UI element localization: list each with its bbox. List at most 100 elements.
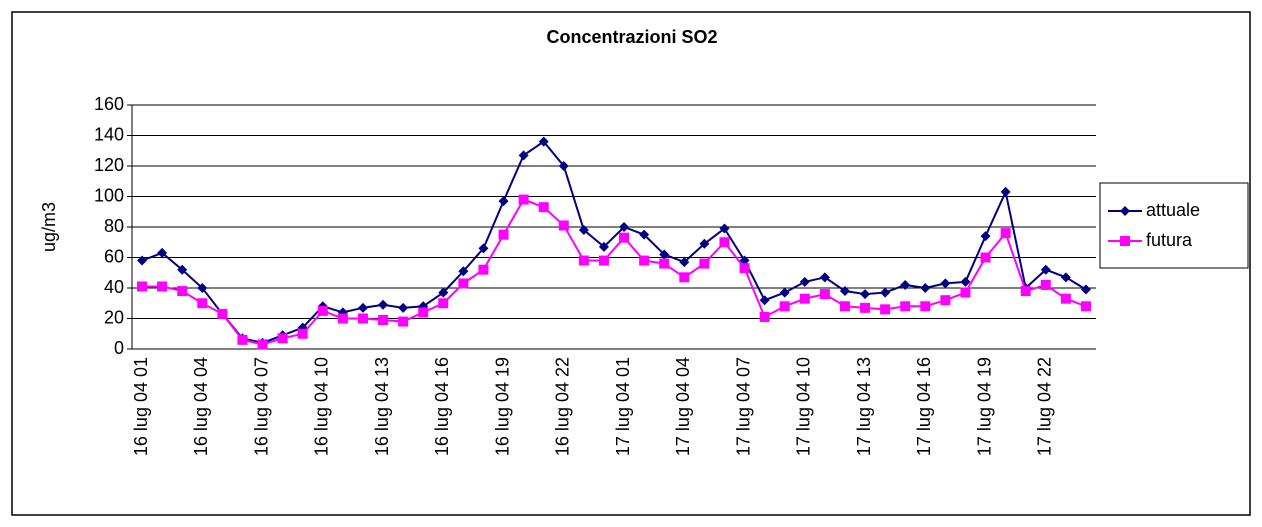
- data-point: [1060, 272, 1071, 283]
- data-point: [598, 255, 609, 266]
- data-point: [920, 283, 931, 293]
- data-point: [337, 313, 348, 324]
- data-point: [1020, 286, 1031, 297]
- data-point: [378, 315, 389, 326]
- data-point: [860, 289, 871, 300]
- x-tick-label: 17 lug 04 16: [914, 357, 934, 456]
- y-tick-label: 100: [94, 185, 124, 205]
- data-point: [438, 287, 449, 298]
- y-tick-label: 40: [104, 277, 124, 297]
- y-tick-label: 20: [104, 307, 124, 327]
- data-point: [1060, 293, 1071, 304]
- data-point: [558, 220, 569, 231]
- data-point: [699, 258, 710, 269]
- legend-label: futura: [1146, 230, 1193, 250]
- data-point: [679, 257, 690, 268]
- data-point: [478, 264, 489, 275]
- data-point: [458, 266, 469, 277]
- data-point: [839, 286, 850, 297]
- x-tick-label: 17 lug 04 01: [613, 357, 633, 456]
- y-axis-title: ug/m3: [39, 202, 59, 252]
- chart-title: Concentrazioni SO2: [546, 27, 717, 47]
- data-point: [880, 304, 891, 315]
- data-point: [839, 301, 850, 312]
- data-point: [217, 308, 228, 319]
- data-point: [478, 243, 489, 254]
- y-tick-label: 140: [94, 124, 124, 144]
- data-point: [880, 287, 891, 298]
- data-point: [398, 316, 409, 327]
- data-point: [619, 232, 630, 243]
- data-point: [177, 286, 188, 297]
- data-point: [960, 276, 971, 287]
- data-point: [578, 225, 589, 236]
- x-tick-label: 17 lug 04 10: [794, 357, 814, 456]
- data-point: [980, 231, 991, 242]
- data-point: [759, 295, 770, 306]
- data-point: [1080, 301, 1091, 312]
- data-point: [1000, 186, 1011, 197]
- data-point: [1040, 264, 1051, 275]
- data-point: [940, 295, 951, 306]
- data-point: [739, 255, 750, 266]
- data-point: [619, 222, 630, 232]
- data-point: [518, 194, 529, 205]
- data-point: [578, 255, 589, 266]
- data-point: [297, 328, 308, 339]
- data-point: [1000, 228, 1011, 239]
- data-point: [639, 229, 650, 240]
- data-point: [799, 293, 810, 304]
- data-point: [900, 301, 911, 312]
- data-point: [237, 334, 248, 345]
- y-tick-label: 80: [104, 216, 124, 236]
- data-point: [277, 333, 288, 344]
- data-point: [157, 247, 168, 258]
- data-point: [498, 196, 509, 207]
- data-point: [518, 150, 529, 161]
- x-tick-label: 16 lug 04 19: [492, 357, 512, 456]
- x-tick-label: 17 lug 04 04: [673, 357, 693, 456]
- data-point: [558, 161, 569, 171]
- data-point: [659, 258, 670, 269]
- x-tick-label: 16 lug 04 16: [432, 357, 452, 456]
- data-point: [317, 305, 328, 316]
- x-tick-label: 17 lug 04 22: [1035, 357, 1055, 456]
- y-tick-label: 60: [104, 246, 124, 266]
- x-tick-label: 16 lug 04 10: [312, 357, 332, 456]
- x-tick-label: 17 lug 04 19: [974, 357, 994, 456]
- data-point: [699, 238, 710, 249]
- data-point: [860, 302, 871, 313]
- x-tick-label: 16 lug 04 07: [251, 357, 271, 456]
- legend-box: [1099, 182, 1249, 269]
- x-tick-label: 16 lug 04 22: [553, 357, 573, 456]
- data-point: [779, 287, 790, 298]
- data-point: [438, 298, 449, 309]
- data-point: [819, 289, 830, 300]
- data-point: [197, 283, 208, 293]
- data-point: [257, 339, 268, 350]
- data-point: [598, 241, 609, 252]
- data-point: [538, 136, 549, 147]
- data-point: [157, 281, 168, 292]
- x-tick-label: 17 lug 04 07: [733, 357, 753, 456]
- data-point: [759, 311, 770, 322]
- data-point: [398, 302, 409, 313]
- data-point: [498, 229, 509, 240]
- data-point: [137, 281, 148, 292]
- x-tick-label: 17 lug 04 13: [854, 357, 874, 456]
- data-point: [357, 313, 368, 324]
- data-point: [177, 264, 188, 275]
- data-point: [1040, 279, 1051, 290]
- x-tick-label: 16 lug 04 13: [372, 357, 392, 456]
- data-point: [980, 252, 991, 263]
- legend-label: attuale: [1146, 200, 1200, 220]
- data-point: [639, 255, 650, 266]
- data-point: [819, 272, 830, 283]
- data-point: [739, 263, 750, 274]
- data-point: [197, 298, 208, 309]
- y-tick-label: 0: [114, 338, 124, 358]
- data-point: [418, 307, 429, 318]
- data-point: [357, 302, 368, 313]
- data-point: [779, 301, 790, 312]
